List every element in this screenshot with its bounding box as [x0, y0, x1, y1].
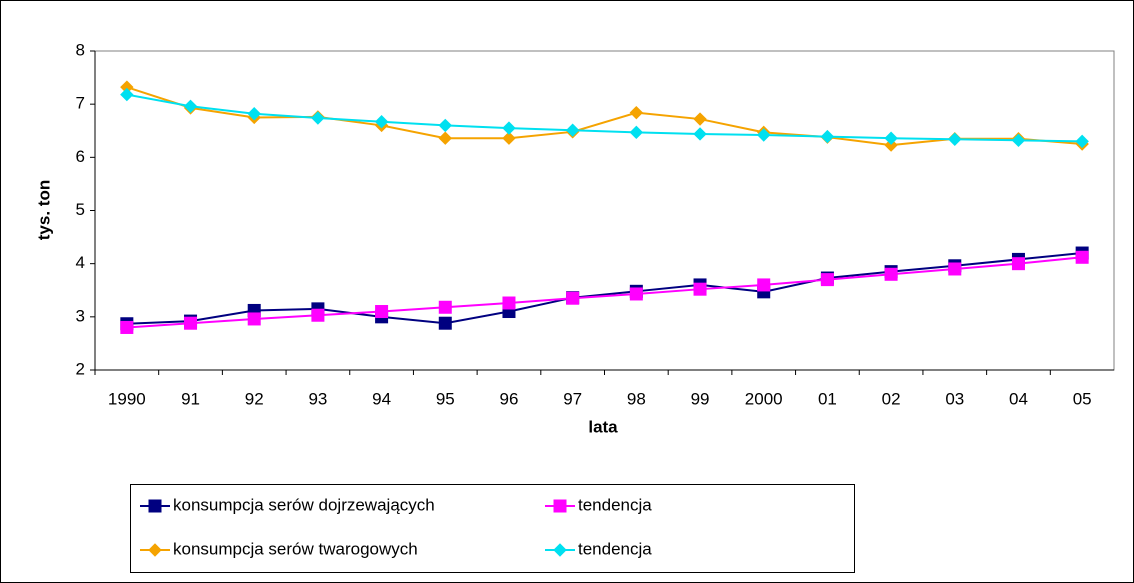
data-point	[693, 127, 707, 141]
data-point	[693, 112, 707, 126]
series-line	[126, 86, 1083, 147]
series-line	[126, 252, 1083, 325]
y-tick-label: 5	[76, 200, 85, 219]
data-point	[820, 129, 835, 144]
x-tick-label: 97	[563, 389, 582, 408]
data-point	[884, 138, 898, 152]
x-tick-label: 02	[882, 389, 901, 408]
data-point	[247, 312, 261, 326]
series-line	[126, 93, 1083, 143]
x-tick-label: 94	[372, 389, 391, 408]
data-point	[629, 105, 644, 120]
data-point	[438, 131, 452, 145]
data-point	[502, 131, 516, 145]
data-point	[566, 291, 580, 305]
y-tick-label: 8	[76, 40, 85, 59]
legend	[130, 484, 855, 573]
data-point	[948, 132, 962, 146]
data-point	[693, 282, 707, 296]
x-tick-label: 1990	[108, 389, 146, 408]
legend-label: tendencja	[578, 495, 652, 514]
x-axis-label: lata	[588, 417, 618, 436]
x-tick-label: 95	[436, 389, 455, 408]
x-tick-label: 92	[245, 389, 264, 408]
legend-marker	[148, 499, 162, 513]
data-point	[757, 128, 771, 142]
data-point	[438, 118, 452, 133]
y-tick-label: 7	[76, 94, 85, 113]
x-tick-label: 03	[945, 389, 964, 408]
data-point	[375, 305, 389, 319]
data-point	[247, 107, 261, 121]
x-tick-label: 05	[1073, 389, 1092, 408]
data-point	[502, 121, 516, 135]
data-point	[120, 87, 134, 102]
data-point	[1075, 250, 1089, 264]
data-point	[311, 308, 325, 322]
y-axis-label: tys. ton	[34, 180, 53, 240]
data-point	[311, 111, 325, 125]
data-point	[120, 320, 134, 334]
data-point	[629, 125, 644, 140]
data-point	[183, 99, 198, 114]
legend-marker	[553, 499, 567, 513]
x-tick-label: 96	[500, 389, 519, 408]
legend-label: konsumpcja serów twarogowych	[173, 539, 418, 558]
series-line	[126, 256, 1083, 329]
data-point	[184, 316, 198, 330]
data-point	[502, 296, 516, 310]
x-tick-label: 2000	[745, 389, 783, 408]
x-tick-label: 01	[818, 389, 837, 408]
data-point	[438, 316, 452, 330]
data-point	[1075, 134, 1089, 149]
data-point	[629, 287, 643, 301]
data-point	[374, 115, 389, 129]
data-point	[884, 131, 898, 145]
y-tick-label: 4	[76, 253, 85, 272]
x-tick-label: 99	[691, 389, 710, 408]
x-tick-label: 91	[181, 389, 200, 408]
x-tick-label: 93	[308, 389, 327, 408]
data-point	[438, 300, 452, 314]
legend-label: tendencja	[578, 539, 652, 558]
y-tick-label: 6	[76, 147, 85, 166]
x-tick-label: 04	[1009, 389, 1028, 408]
y-tick-label: 3	[76, 306, 85, 325]
data-point	[565, 123, 580, 137]
data-point	[820, 273, 834, 287]
legend-label: konsumpcja serów dojrzewających	[173, 495, 435, 514]
legend-marker	[148, 543, 162, 557]
data-point	[884, 267, 898, 281]
data-point	[1011, 133, 1026, 148]
data-point	[948, 262, 962, 276]
legend-marker	[553, 543, 567, 557]
data-point	[1011, 257, 1025, 271]
data-point	[757, 278, 771, 292]
x-tick-label: 98	[627, 389, 646, 408]
y-tick-label: 2	[76, 359, 85, 378]
